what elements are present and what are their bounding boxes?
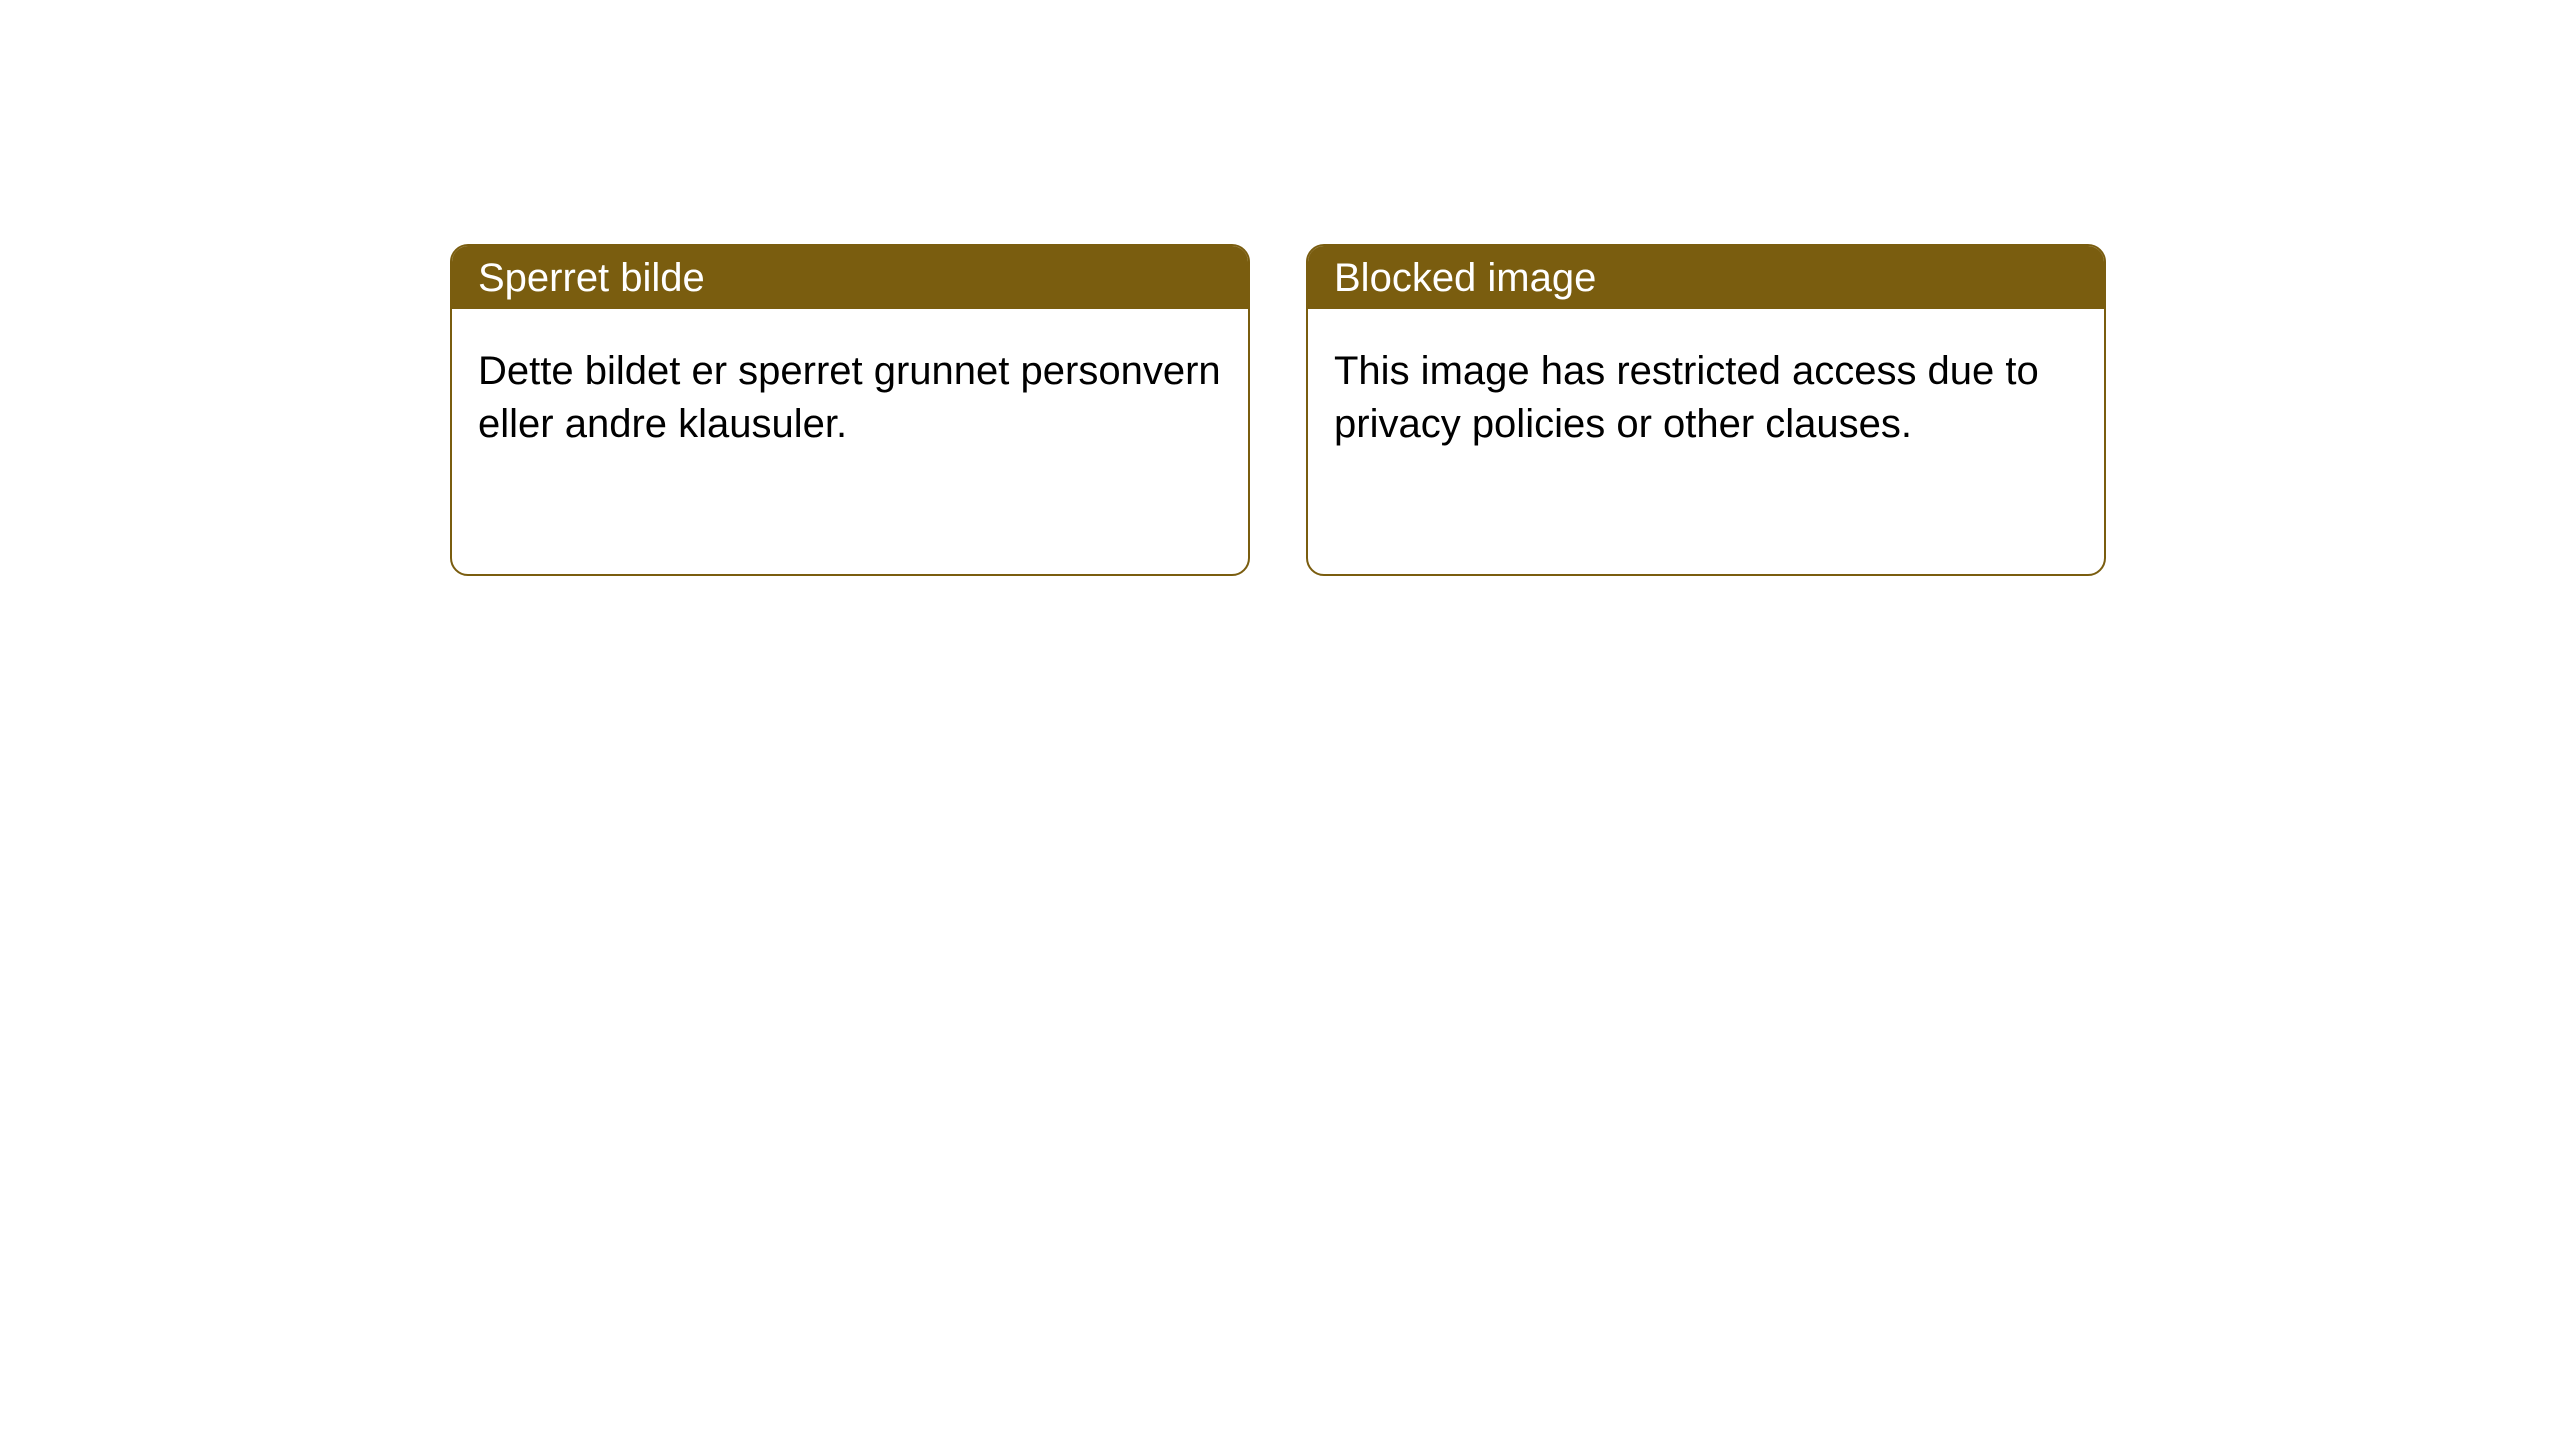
- notice-header: Sperret bilde: [452, 246, 1248, 309]
- notice-body: This image has restricted access due to …: [1308, 309, 2104, 487]
- notice-body: Dette bildet er sperret grunnet personve…: [452, 309, 1248, 487]
- notice-header: Blocked image: [1308, 246, 2104, 309]
- notice-body-text: Dette bildet er sperret grunnet personve…: [478, 349, 1221, 446]
- notice-title: Blocked image: [1334, 256, 1596, 300]
- notice-container: Sperret bilde Dette bildet er sperret gr…: [0, 0, 2560, 576]
- notice-box-english: Blocked image This image has restricted …: [1306, 244, 2106, 576]
- notice-box-norwegian: Sperret bilde Dette bildet er sperret gr…: [450, 244, 1250, 576]
- notice-body-text: This image has restricted access due to …: [1334, 349, 2039, 446]
- notice-title: Sperret bilde: [478, 256, 705, 300]
